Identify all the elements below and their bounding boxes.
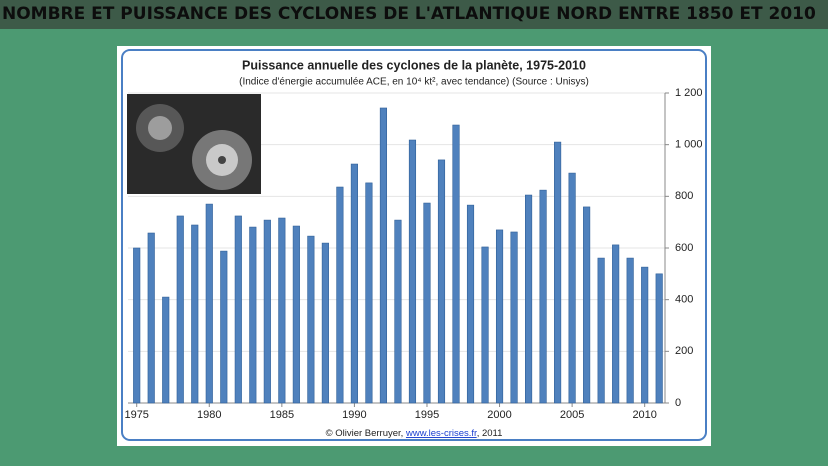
bar xyxy=(379,107,388,404)
x-tick-label: 1990 xyxy=(342,409,366,421)
bar xyxy=(205,203,213,404)
bar xyxy=(525,194,533,404)
bar xyxy=(612,244,620,404)
bar xyxy=(278,217,286,404)
bar xyxy=(510,231,518,404)
bar xyxy=(133,247,141,404)
x-tick-label: 1995 xyxy=(415,409,439,421)
bar xyxy=(162,296,170,404)
bar xyxy=(249,226,257,404)
chart-title: Puissance annuelle des cyclones de la pl… xyxy=(242,58,586,72)
photo xyxy=(127,94,261,194)
x-tick-label: 2010 xyxy=(632,409,656,421)
bar xyxy=(147,232,155,404)
bar xyxy=(481,246,489,404)
bar xyxy=(655,273,663,404)
bar xyxy=(554,141,562,404)
bar xyxy=(336,186,344,404)
bar xyxy=(423,202,431,404)
bar xyxy=(466,204,475,404)
bar xyxy=(220,250,228,404)
footer-text: , 2011 xyxy=(477,428,503,439)
bar xyxy=(292,225,300,404)
bar xyxy=(626,257,634,404)
y-tick-label: 600 xyxy=(675,242,693,254)
chart-border xyxy=(121,49,707,441)
x-tick-label: 2000 xyxy=(487,409,511,421)
x-tick-label: 1975 xyxy=(124,409,148,421)
bar xyxy=(365,182,373,404)
bar xyxy=(437,159,446,404)
bar xyxy=(568,172,576,404)
y-tick-label: 200 xyxy=(675,345,693,357)
bar xyxy=(641,266,649,404)
bar xyxy=(597,257,605,404)
y-tick-label: 0 xyxy=(675,397,681,409)
bar xyxy=(539,189,547,404)
heading-band xyxy=(0,0,828,29)
x-tick-label: 1985 xyxy=(270,409,294,421)
x-tick-label: 1980 xyxy=(197,409,221,421)
heading: NOMBRE ET PUISSANCE DES CYCLONES DE L'AT… xyxy=(2,4,816,24)
plot: 0 200 400 600 800 1 000 1 200 1975 1980 1985 1990 1… xyxy=(124,87,702,421)
bar xyxy=(191,224,199,404)
bar xyxy=(408,139,417,404)
bar xyxy=(394,219,402,404)
bar xyxy=(263,219,271,404)
y-tick-label: 800 xyxy=(675,190,693,202)
bar xyxy=(452,124,460,404)
bar xyxy=(307,235,315,404)
footer-link[interactable]: www.les-crises.fr xyxy=(405,428,477,439)
chart-subtitle: (Indice d'énergie accumulée ACE, en 10⁴ … xyxy=(239,77,589,88)
x-tick-label: 2005 xyxy=(560,409,584,421)
footer-text: © Olivier Berruyer, xyxy=(326,428,406,439)
bar xyxy=(321,242,329,404)
bar xyxy=(350,163,358,404)
bar xyxy=(495,229,504,404)
y-tick-label: 1 200 xyxy=(675,87,703,99)
bar xyxy=(234,215,242,404)
y-tick-label: 1 000 xyxy=(675,139,703,151)
footer: © Olivier Berruyer, www.les-crises.fr, 2… xyxy=(326,428,503,439)
bar xyxy=(583,206,591,404)
bar xyxy=(176,215,184,404)
y-tick-label: 400 xyxy=(675,294,693,306)
